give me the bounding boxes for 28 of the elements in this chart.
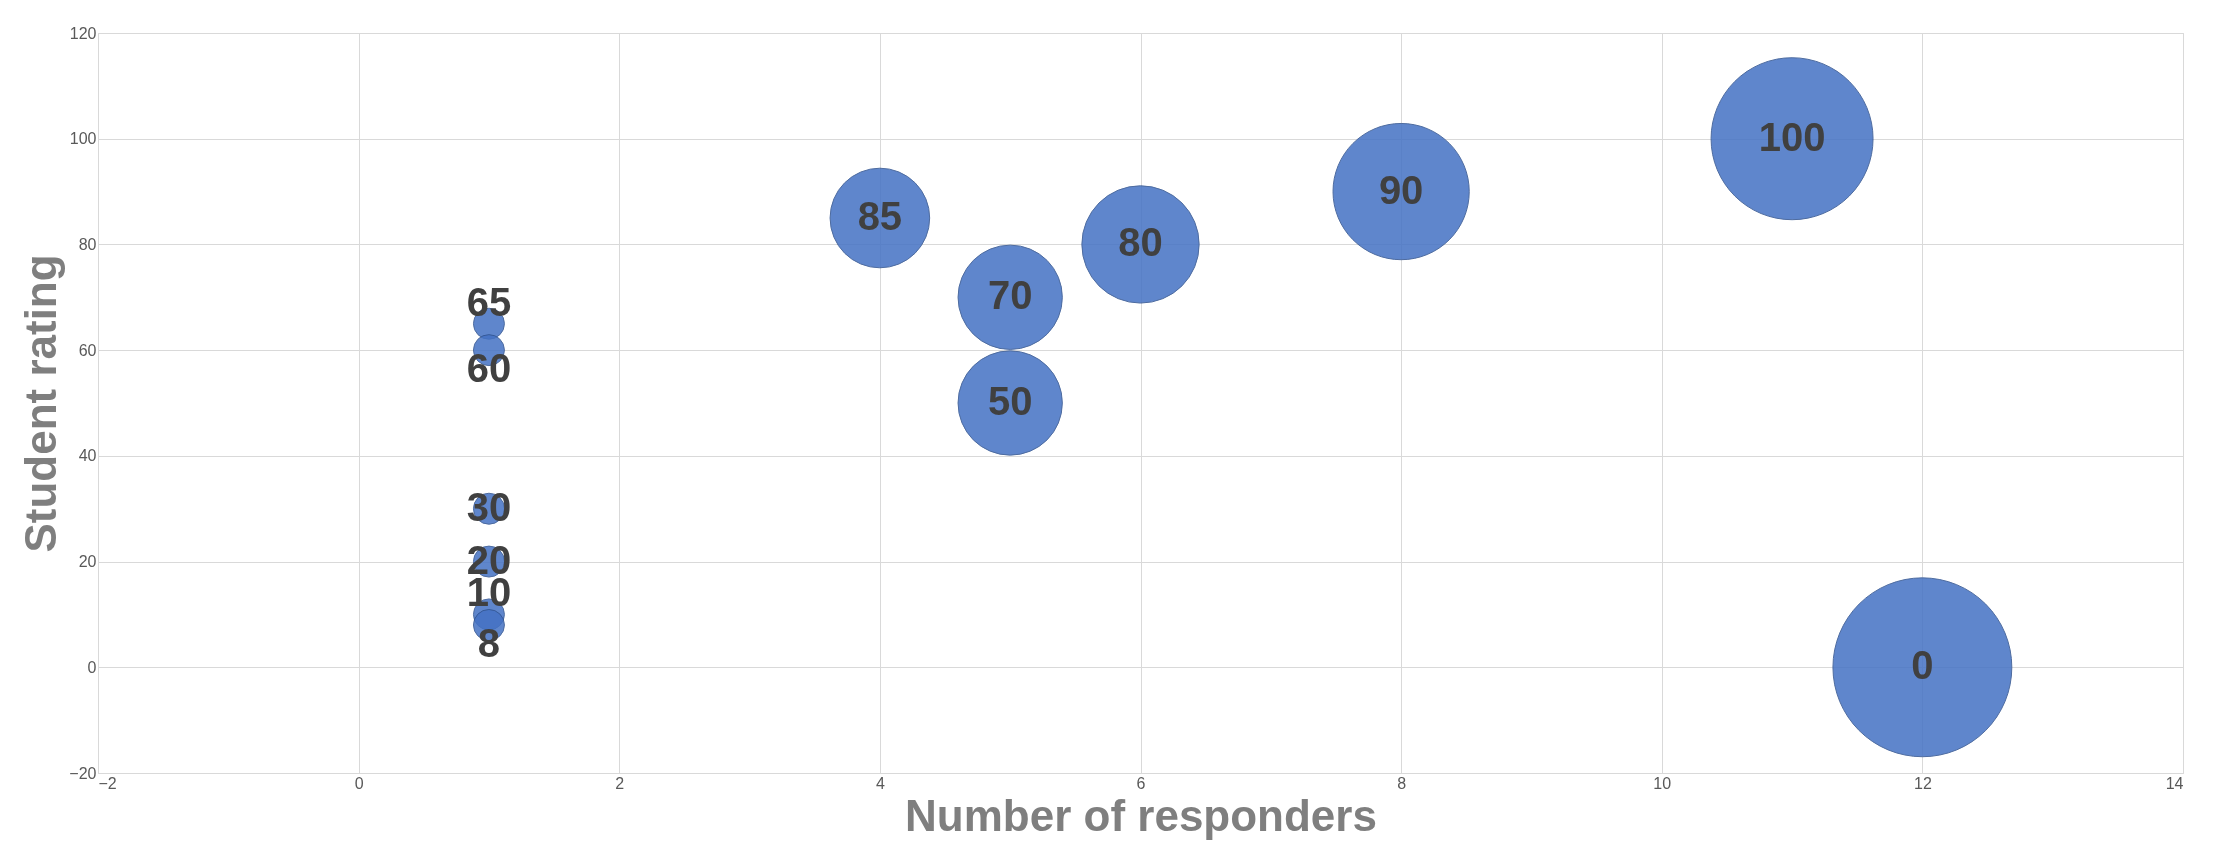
x-tick-label: 6 [1136,774,1146,792]
y-tick-label: 40 [78,447,97,465]
y-tick-label: −20 [69,764,97,782]
data-label: 85 [857,194,903,238]
x-tick-label: 12 [1913,774,1932,792]
data-label: 90 [1378,167,1424,212]
x-tick-label: 14 [2165,774,2184,792]
x-tick-label: 4 [875,774,885,792]
y-tick-label: 80 [78,235,97,253]
y-tick-label: 100 [69,130,97,148]
y-tick-label: 20 [78,553,97,571]
y-axis-title: Student rating [16,254,66,553]
data-label: 60 [466,346,512,391]
y-tick-label: 60 [78,341,97,359]
x-tick-label: 8 [1397,774,1407,792]
data-label: 100 [1758,114,1826,159]
x-tick-label: −2 [98,774,117,792]
data-label: 70 [987,273,1033,318]
data-label: 65 [466,279,512,324]
data-label: 0 [1911,643,1934,688]
y-tick-label: 120 [69,24,97,42]
x-tick-label: 0 [354,774,364,792]
data-label: 80 [1118,220,1163,265]
x-tick-label: 10 [1653,774,1672,792]
y-tick-label: 0 [87,658,97,676]
x-axis-title: Number of responders [905,790,1377,840]
x-tick-label: 2 [615,774,625,792]
data-label: 50 [987,379,1033,423]
